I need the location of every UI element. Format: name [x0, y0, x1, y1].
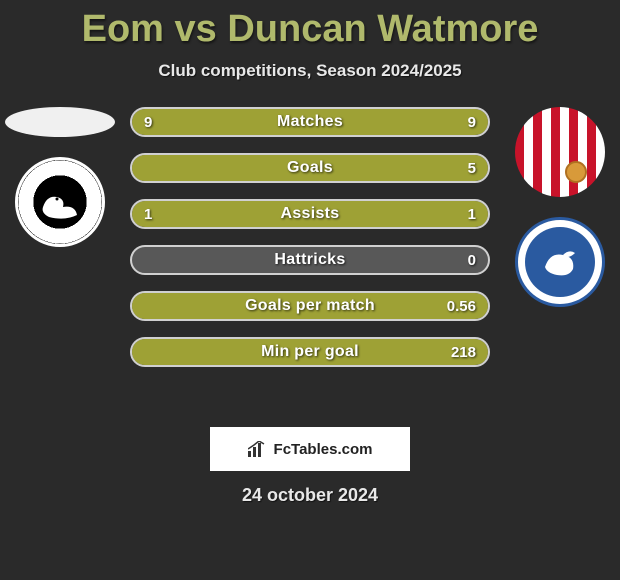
bar-value-right: 0.56 [447, 293, 476, 319]
right-club-logo [515, 217, 605, 307]
comparison-title: Eom vs Duncan Watmore [0, 0, 620, 51]
bar-value-right: 9 [468, 109, 476, 135]
left-club-logo [15, 157, 105, 247]
bar-value-right: 218 [451, 339, 476, 365]
stat-bar: Goals per match0.56 [130, 291, 490, 321]
comparison-date: 24 october 2024 [0, 485, 620, 506]
right-column [500, 107, 620, 307]
credit-text: FcTables.com [274, 441, 373, 458]
credit-box: FcTables.com [210, 427, 410, 471]
right-player-avatar [515, 107, 605, 197]
stat-bars: Matches9 9 Goals5 Assists1 1 Hattricks0 Goals … [130, 107, 490, 367]
stat-bar: Matches9 9 [130, 107, 490, 137]
comparison-body: Matches9 9 Goals5 Assists1 1 Hattricks0 Goals … [0, 107, 620, 407]
bar-label: Hattricks [132, 247, 488, 273]
bar-value-right: 1 [468, 201, 476, 227]
bar-value-left: 9 [144, 109, 152, 135]
stat-bar: Hattricks0 [130, 245, 490, 275]
bar-value-right: 0 [468, 247, 476, 273]
bar-label: Goals [132, 155, 488, 181]
bar-value-left: 1 [144, 201, 152, 227]
bar-label: Goals per match [132, 293, 488, 319]
bar-label: Min per goal [132, 339, 488, 365]
stat-bar: Assists1 1 [130, 199, 490, 229]
chart-icon [248, 441, 268, 457]
bar-value-right: 5 [468, 155, 476, 181]
bar-label: Matches [132, 109, 488, 135]
stat-bar: Goals5 [130, 153, 490, 183]
stat-bar: Min per goal218 [130, 337, 490, 367]
bar-label: Assists [132, 201, 488, 227]
comparison-subtitle: Club competitions, Season 2024/2025 [0, 61, 620, 81]
swan-icon [35, 177, 85, 227]
left-player-avatar [5, 107, 115, 137]
lion-icon [535, 237, 585, 287]
left-column [0, 107, 120, 247]
